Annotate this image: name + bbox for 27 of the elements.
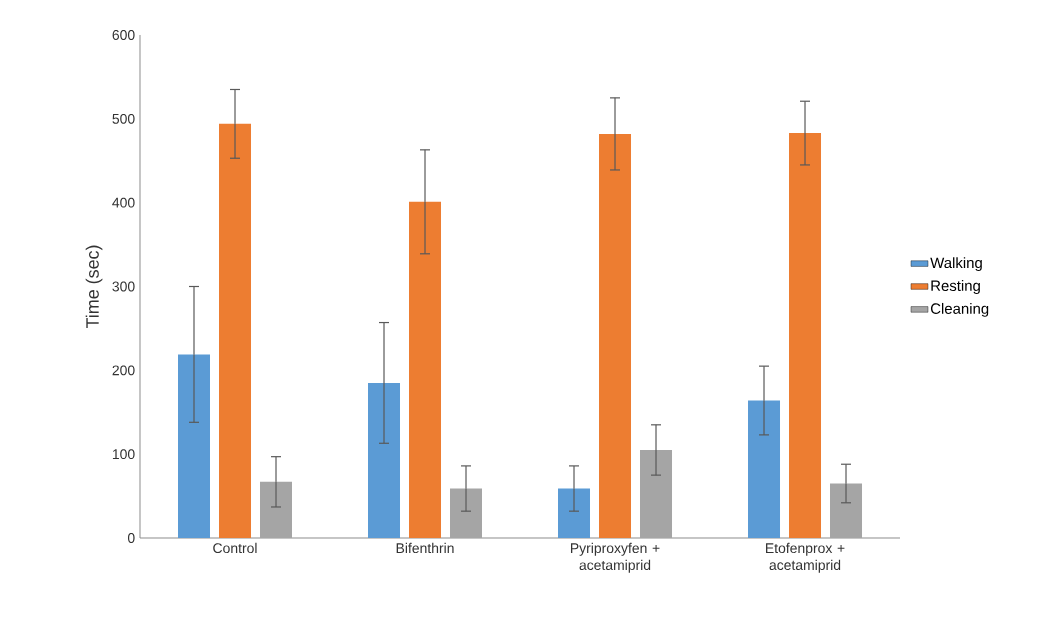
- bar: [178, 354, 210, 538]
- y-tick-label: 500: [112, 113, 135, 124]
- bar: [219, 123, 251, 538]
- y-tick-label: 200: [112, 365, 135, 376]
- y-tick-label: 600: [112, 30, 135, 40]
- y-tick-label: 0: [127, 533, 135, 543]
- x-tick-label: Etofenprox + acetamiprid: [766, 542, 845, 573]
- legend-label: Walking: [930, 257, 982, 272]
- x-tick-label: Bifenthrin: [396, 542, 454, 554]
- y-tick-label: 400: [112, 197, 135, 208]
- y-tick-label: 100: [112, 449, 135, 460]
- bar: [599, 133, 632, 538]
- bar: [789, 133, 822, 538]
- y-axis-title: Time (sec): [85, 245, 103, 329]
- legend-label: Resting: [931, 280, 980, 294]
- y-tick-label: 300: [112, 281, 135, 292]
- bar: [368, 382, 400, 538]
- bar: [558, 488, 590, 538]
- bar: [748, 400, 781, 538]
- bar: [640, 449, 673, 538]
- bar: [409, 201, 441, 538]
- x-tick-label: Control: [213, 542, 257, 554]
- bar: [260, 481, 292, 538]
- x-tick-label: Pyriproxyfen + acetamiprid: [570, 542, 660, 573]
- bar: [450, 488, 482, 538]
- legend-label: Cleaning: [930, 302, 989, 317]
- bar: [830, 483, 863, 538]
